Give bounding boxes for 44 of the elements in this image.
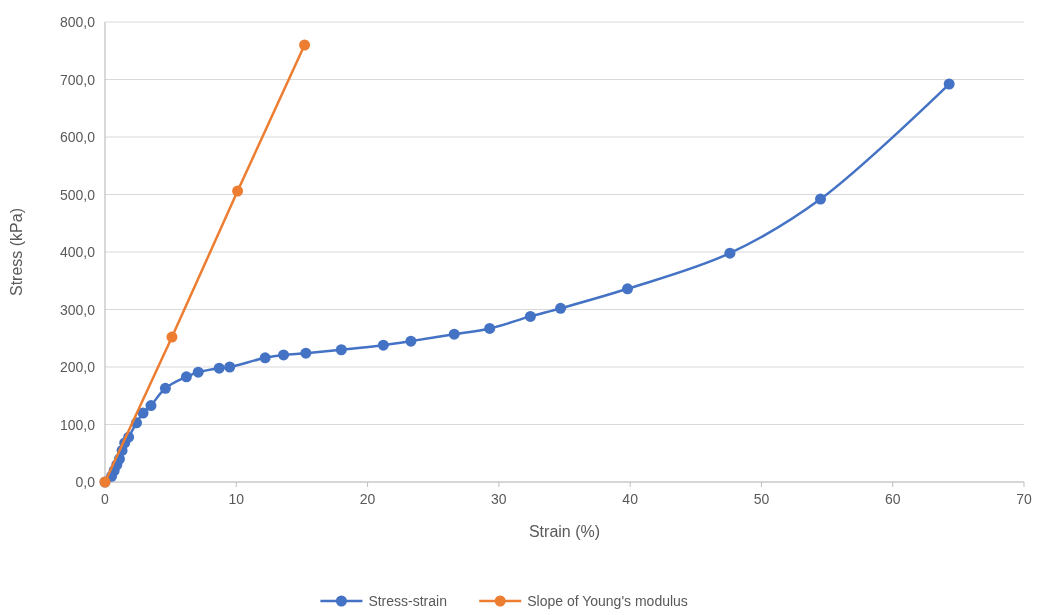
y-tick-label: 300,0	[59, 301, 96, 318]
point	[259, 352, 271, 364]
x-tick-label: 40	[622, 491, 639, 507]
point	[405, 335, 417, 347]
point	[300, 347, 312, 359]
point	[145, 400, 157, 412]
x-tick-label: 70	[1016, 491, 1032, 507]
x-tick-label: 60	[884, 491, 901, 507]
point	[299, 39, 311, 51]
x-tick-label: 0	[101, 491, 110, 507]
point	[724, 247, 736, 259]
point	[159, 382, 171, 394]
y-tick-label: 0,0	[75, 474, 96, 490]
point	[224, 361, 236, 373]
point	[524, 310, 536, 322]
x-tick-label: 20	[359, 491, 376, 507]
point	[192, 366, 204, 378]
y-tick-label: 600,0	[59, 129, 96, 145]
y-tick-label: 100,0	[59, 416, 96, 433]
point	[335, 344, 347, 356]
x-axis-title: Strain (%)	[528, 523, 601, 540]
point	[448, 328, 460, 340]
x-tick-label: 10	[228, 491, 245, 507]
point	[232, 185, 244, 197]
y-tick-label: 700,0	[59, 71, 96, 88]
point	[555, 302, 567, 314]
legend-label: Stress-strain	[368, 593, 447, 609]
point	[815, 193, 827, 205]
x-tick-label: 50	[753, 491, 770, 507]
point	[484, 322, 496, 334]
point	[166, 331, 178, 343]
point	[278, 349, 290, 361]
y-tick-label: 400,0	[59, 244, 96, 260]
point	[213, 362, 225, 374]
y-tick-label: 200,0	[59, 359, 96, 375]
point	[622, 283, 634, 295]
point	[943, 78, 955, 90]
x-tick-label: 30	[491, 491, 507, 507]
y-tick-label: 800,0	[59, 14, 96, 30]
point	[180, 371, 192, 383]
y-axis-title: Stress (kPa)	[8, 207, 25, 297]
y-tick-label: 500,0	[59, 186, 96, 203]
point	[377, 339, 389, 351]
legend-label: Slope of Young's modulus	[527, 593, 688, 609]
